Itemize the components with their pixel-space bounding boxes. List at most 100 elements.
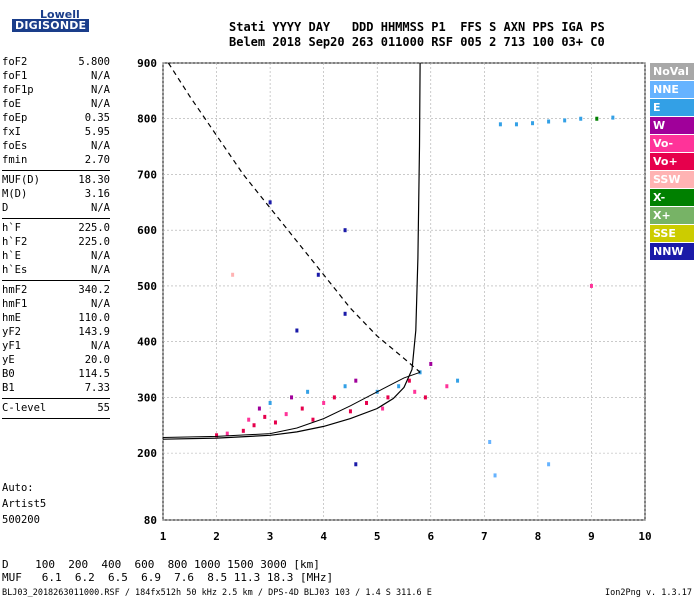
- legend-item-vominus: Vo-: [650, 135, 694, 152]
- param-key: hmF2: [2, 284, 28, 296]
- trace-point: [547, 119, 551, 124]
- trace-point: [311, 417, 315, 422]
- param-key: yE: [2, 354, 15, 366]
- x-tick-label: 8: [535, 530, 542, 543]
- dashed-curve: [167, 62, 421, 373]
- param-row: hmF2 340.2: [2, 284, 110, 298]
- param-key: D: [2, 202, 9, 214]
- param-row: hmF1 N/A: [2, 298, 110, 312]
- muf-row: MUF 6.1 6.2 6.5 6.9 7.6 8.5 11.3 18.3 [M…: [2, 571, 334, 584]
- logo-lowell-text: Lowell: [40, 8, 80, 21]
- trace-point: [498, 122, 502, 127]
- param-value: N/A: [91, 264, 110, 276]
- param-key: yF2: [2, 326, 21, 338]
- param-key: h`Es: [2, 264, 28, 276]
- param-key: foEs: [2, 140, 28, 152]
- trace-point: [231, 272, 235, 277]
- param-key: foF2: [2, 56, 28, 68]
- param-row: foEs N/A: [2, 140, 110, 154]
- param-key: fmin: [2, 154, 28, 166]
- param-key: foF1p: [2, 84, 34, 96]
- param-row: hmE 110.0: [2, 312, 110, 326]
- trace-point: [332, 395, 336, 400]
- trace-point: [611, 115, 615, 120]
- trace-point: [284, 412, 288, 417]
- param-row: yE 20.0: [2, 354, 110, 368]
- param-key: hmE: [2, 312, 21, 324]
- legend-item-noval: NoVal: [650, 63, 694, 80]
- trace-point: [445, 384, 449, 389]
- trace-point: [381, 406, 385, 411]
- param-key: yF1: [2, 340, 21, 352]
- legend-item-xplus: X+: [650, 207, 694, 224]
- param-row: M(D) 3.16: [2, 188, 110, 202]
- legend-item-nne: NNE: [650, 81, 694, 98]
- trace-point: [348, 409, 352, 414]
- param-value: 0.35: [84, 112, 110, 124]
- logo-digisonde-text: DIGISONDE: [12, 19, 90, 32]
- footer-version: Ion2Png v. 1.3.17: [605, 588, 692, 598]
- y-tick-label: 800: [137, 113, 157, 126]
- param-key: fxI: [2, 126, 21, 138]
- param-value: N/A: [91, 298, 110, 310]
- param-key: foEp: [2, 112, 28, 124]
- param-row: foF1 N/A: [2, 70, 110, 84]
- param-key: MUF(D): [2, 174, 40, 186]
- auto-artist: Artist5: [2, 498, 47, 510]
- param-row: fmin 2.70: [2, 154, 110, 168]
- trace-point: [263, 414, 267, 419]
- param-row: h`F2 225.0: [2, 236, 110, 250]
- param-row: foE N/A: [2, 98, 110, 112]
- trace-point: [354, 378, 358, 383]
- param-value: 18.30: [78, 174, 110, 186]
- param-key: h`F2: [2, 236, 28, 248]
- auto-label: Auto:: [2, 482, 34, 494]
- legend-item-voplus: Vo+: [650, 153, 694, 170]
- trace-point: [563, 118, 567, 123]
- trace-point: [386, 395, 390, 400]
- param-row: foF2 5.800: [2, 56, 110, 70]
- x-tick-label: 10: [638, 530, 651, 543]
- trace-point: [247, 417, 251, 422]
- param-row: yF2 143.9: [2, 326, 110, 340]
- trace-point: [429, 361, 433, 366]
- trace-point: [290, 395, 294, 400]
- x-tick-label: 6: [427, 530, 434, 543]
- trace-point: [268, 400, 272, 405]
- trace-point: [589, 283, 593, 288]
- trace-point: [514, 122, 518, 127]
- param-value: 143.9: [78, 326, 110, 338]
- params-separator: [2, 418, 110, 419]
- param-value: 340.2: [78, 284, 110, 296]
- param-value: N/A: [91, 98, 110, 110]
- param-value: N/A: [91, 140, 110, 152]
- param-value: 110.0: [78, 312, 110, 324]
- param-key: B0: [2, 368, 15, 380]
- x-tick-label: 1: [160, 530, 167, 543]
- param-key: hmF1: [2, 298, 28, 310]
- profile-curve: [162, 62, 421, 440]
- y-tick-label: 300: [137, 391, 157, 404]
- trace-point: [579, 116, 583, 121]
- params-separator: [2, 280, 110, 281]
- x-tick-label: 4: [320, 530, 327, 543]
- param-row: D N/A: [2, 202, 110, 216]
- x-tick-label: 3: [267, 530, 274, 543]
- trace-point: [300, 406, 304, 411]
- trace-point: [547, 462, 551, 467]
- trace-point: [493, 473, 497, 478]
- param-value: 7.33: [84, 382, 110, 394]
- trace-point: [295, 328, 299, 333]
- y-tick-label: 200: [137, 447, 157, 460]
- y-tick-label: 900: [137, 57, 157, 70]
- param-key: foF1: [2, 70, 28, 82]
- trace-point: [257, 406, 261, 411]
- footer-info: BLJ03_2018263011000.RSF / 184fx512h 50 k…: [2, 588, 432, 598]
- param-row: h`F 225.0: [2, 222, 110, 236]
- trace-point: [268, 200, 272, 205]
- y-tick-label: 600: [137, 224, 157, 237]
- param-key: M(D): [2, 188, 28, 200]
- params-separator: [2, 170, 110, 171]
- param-value: 55: [97, 402, 110, 414]
